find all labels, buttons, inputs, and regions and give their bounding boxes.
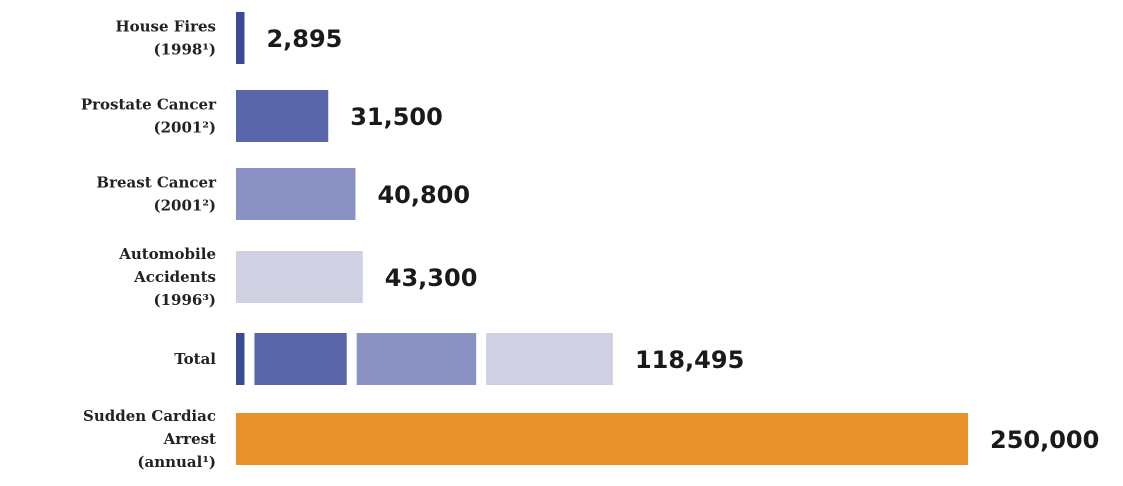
bar	[236, 90, 329, 142]
category-label: Breast Cancer	[96, 174, 217, 192]
category-label: (2001²)	[153, 197, 216, 215]
value-label: 250,000	[990, 426, 1099, 454]
category-label: (1996³)	[153, 291, 216, 309]
category-label: Prostate Cancer	[81, 96, 217, 114]
category-label: (2001²)	[153, 119, 216, 137]
category-label: (annual¹)	[137, 453, 216, 471]
bar	[236, 12, 245, 64]
category-label: Accidents	[133, 268, 216, 286]
category-label: Arrest	[163, 430, 216, 448]
value-label: 118,495	[635, 346, 744, 374]
category-label: (1998¹)	[153, 41, 216, 59]
category-label: Sudden Cardiac	[83, 407, 216, 425]
category-label: Total	[174, 350, 216, 368]
bar-segment	[486, 333, 613, 385]
bar-segment	[356, 333, 477, 385]
bar	[236, 413, 968, 465]
value-label: 31,500	[350, 103, 443, 131]
category-label: Automobile	[118, 245, 216, 263]
bar	[236, 251, 363, 303]
bar-segment	[254, 333, 347, 385]
value-label: 2,895	[266, 25, 342, 53]
bar-segment	[236, 333, 245, 385]
value-label: 43,300	[385, 264, 478, 292]
bar	[236, 168, 356, 220]
category-label: House Fires	[115, 18, 216, 36]
value-label: 40,800	[377, 181, 470, 209]
